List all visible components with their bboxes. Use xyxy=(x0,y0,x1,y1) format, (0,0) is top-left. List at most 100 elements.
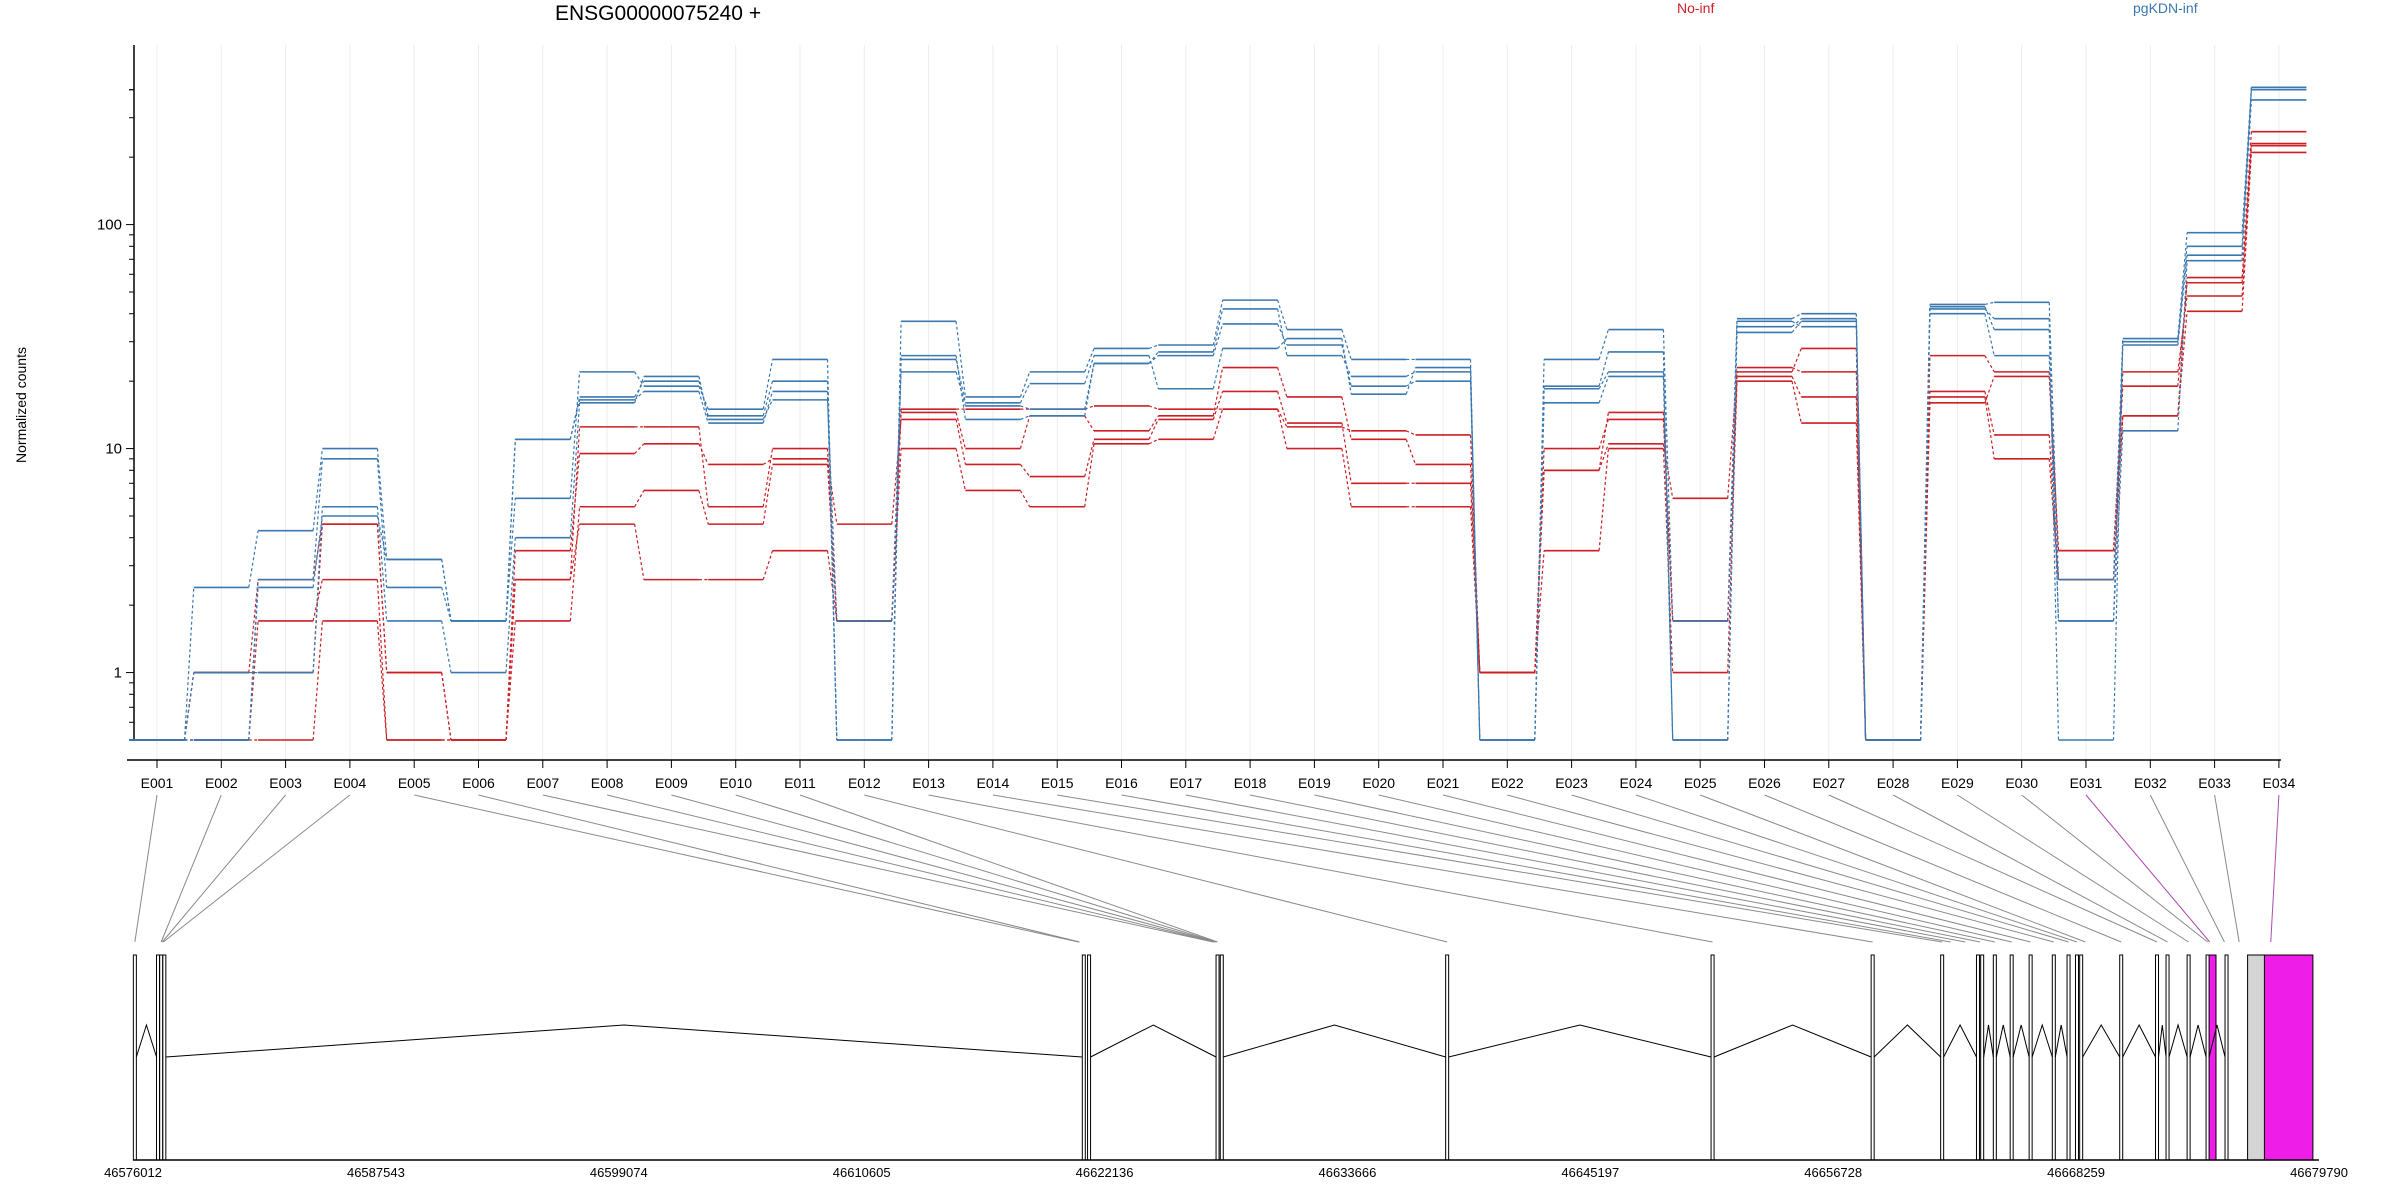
exon-box xyxy=(2205,954,2210,1161)
series-connector xyxy=(1084,348,1095,373)
series-connector xyxy=(1341,344,1352,387)
series-connector xyxy=(505,537,516,673)
y-axis-label: Normalized counts xyxy=(13,347,29,463)
series-connector xyxy=(1662,412,1674,621)
series-connector xyxy=(183,587,195,741)
series-connector xyxy=(1534,550,1545,673)
intron-line xyxy=(1223,1024,1446,1058)
exon-label: E020 xyxy=(1362,775,1395,791)
exon-box xyxy=(2079,954,2084,1161)
series-connector xyxy=(1405,430,1416,436)
series-connector xyxy=(1341,355,1352,377)
exon-label: E007 xyxy=(526,775,559,791)
series-connector xyxy=(1084,415,1095,432)
exon-connector xyxy=(1571,794,2069,943)
series-connector xyxy=(569,426,581,580)
series-connector xyxy=(2241,152,2252,312)
exon-label: E025 xyxy=(1684,775,1717,791)
series-connector xyxy=(1019,383,1031,404)
series-connector xyxy=(1855,396,1867,741)
series-connector xyxy=(1920,306,1931,741)
series-connector xyxy=(2177,260,2188,431)
series-connector xyxy=(312,620,323,741)
series-connector xyxy=(955,419,966,465)
series-connector xyxy=(2177,232,2188,339)
series-connector xyxy=(1469,434,1481,673)
genomic-tick-label: 46610605 xyxy=(833,1165,891,1180)
series-connector xyxy=(1920,355,1931,741)
exon-label: E008 xyxy=(591,775,624,791)
series-connector xyxy=(2241,87,2252,261)
series-connector xyxy=(698,490,709,525)
exon-box xyxy=(1087,954,1092,1161)
series-connector xyxy=(376,515,388,560)
exon-label: E002 xyxy=(205,775,238,791)
series-connector xyxy=(1727,318,1738,621)
exon-connector xyxy=(1700,794,2086,943)
series-connector xyxy=(1020,405,1030,410)
exon-label: E031 xyxy=(2070,775,2103,791)
exon-connector xyxy=(2149,794,2225,943)
series-connector xyxy=(1148,419,1159,440)
series-connector xyxy=(2048,355,2060,621)
exon-label: E013 xyxy=(912,775,945,791)
series-connector xyxy=(376,448,388,560)
exon-connector xyxy=(992,794,1873,943)
series-connector xyxy=(1662,351,1674,741)
series-connector xyxy=(248,530,259,588)
exon-connector xyxy=(1828,794,2158,943)
exon-connector xyxy=(1892,794,2168,943)
series-connector xyxy=(376,524,388,673)
x-axis-exons: E001 E002 E003 E004 E005 E006 E007 E008 E009 E010… xyxy=(127,759,2296,791)
exon-connector xyxy=(606,794,1215,943)
series-connector xyxy=(505,498,516,621)
series-connector xyxy=(955,448,966,491)
intron-line xyxy=(1995,1024,2011,1058)
series-connector xyxy=(762,380,774,417)
series-connector xyxy=(2112,338,2124,580)
series-connector xyxy=(1727,321,1738,741)
series-connector xyxy=(441,559,452,622)
series-connector xyxy=(2112,341,2124,741)
intron-line xyxy=(1090,1024,1217,1058)
y-axis: Normalized counts 1 10 100 xyxy=(13,45,135,741)
series-connector xyxy=(1341,396,1352,440)
series-connector xyxy=(1084,355,1095,384)
exon-label: E009 xyxy=(655,775,688,791)
y-tick-label: 100 xyxy=(97,217,122,234)
series-connector xyxy=(1469,371,1481,741)
exon-connector xyxy=(928,794,1713,943)
genomic-tick-label: 46599074 xyxy=(590,1165,648,1180)
intron-line xyxy=(2054,1024,2068,1058)
intron-line xyxy=(1983,1024,1994,1058)
series-connector xyxy=(1084,439,1095,477)
series-connector xyxy=(955,321,966,398)
series-connector xyxy=(1855,318,1867,741)
series-connector xyxy=(312,579,323,622)
exon-connector xyxy=(799,794,1218,943)
genomic-tick-label: 46633666 xyxy=(1319,1165,1377,1180)
exon-label: E023 xyxy=(1555,775,1588,791)
series-connector xyxy=(2241,89,2252,247)
exon-label: E034 xyxy=(2263,775,2296,791)
intron-line xyxy=(2122,1023,2156,1058)
series-connector xyxy=(569,399,581,440)
series-connector xyxy=(1534,388,1545,741)
series-connector xyxy=(1984,391,1995,436)
exon-box xyxy=(2186,954,2191,1161)
exon-connector xyxy=(864,794,1448,943)
series-connector xyxy=(1277,338,1288,349)
series-connector xyxy=(1341,448,1352,507)
series-connector xyxy=(1598,329,1609,360)
series-connector xyxy=(376,458,388,588)
exon-box xyxy=(2066,954,2071,1161)
intron-line xyxy=(1873,1024,1942,1058)
series-connector xyxy=(1405,371,1416,377)
series-connector xyxy=(1598,443,1609,471)
series-connector xyxy=(2241,145,2252,278)
exon-box xyxy=(2224,954,2229,1161)
exon-label: E004 xyxy=(334,775,367,791)
series-connector xyxy=(1277,409,1288,449)
series-connector xyxy=(1791,367,1802,373)
